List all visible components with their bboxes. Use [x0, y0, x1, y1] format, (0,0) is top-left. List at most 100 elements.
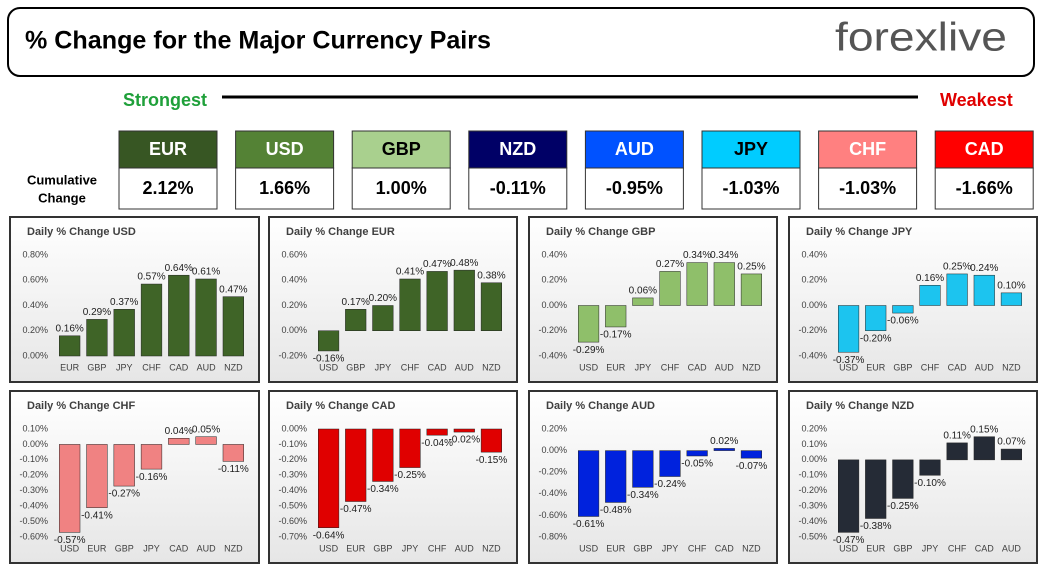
value-label: 0.10%	[997, 281, 1025, 292]
x-tick-label: NZD	[482, 362, 501, 372]
bar	[973, 436, 995, 461]
x-tick-label: EUR	[866, 362, 886, 372]
y-tick-label: 0.10%	[22, 423, 48, 433]
y-tick-label: -0.60%	[278, 516, 307, 526]
bar	[713, 262, 735, 306]
tile-change: -1.03%	[722, 178, 779, 198]
x-tick-label: EUR	[606, 362, 626, 372]
bar	[86, 319, 108, 357]
bar	[865, 459, 887, 519]
x-tick-label: EUR	[606, 543, 626, 553]
tile-header	[235, 130, 335, 169]
x-tick-label: CHF	[688, 543, 707, 553]
tile-currency: USD	[266, 139, 304, 159]
bar	[426, 271, 448, 332]
y-tick-label: 0.40%	[22, 300, 48, 310]
x-tick-label: NZD	[1002, 362, 1021, 372]
value-label: -0.34%	[367, 484, 399, 495]
value-label: 0.41%	[396, 267, 424, 278]
tile-change: -1.66%	[956, 178, 1013, 198]
value-label: -0.20%	[860, 333, 892, 344]
value-label: 0.06%	[629, 286, 657, 297]
y-tick-label: 0.20%	[801, 423, 827, 433]
cumulative-label: Change	[38, 190, 86, 205]
x-tick-label: CAD	[169, 543, 189, 553]
bar	[222, 296, 244, 357]
value-label: -0.16%	[313, 354, 345, 365]
x-tick-label: JPY	[375, 362, 392, 372]
bar	[372, 305, 394, 331]
x-tick-label: JPY	[922, 543, 939, 553]
x-tick-label: NZD	[742, 362, 761, 372]
value-label: 0.17%	[342, 297, 370, 308]
y-tick-label: -0.40%	[538, 350, 567, 360]
tile-value-box	[701, 167, 801, 210]
x-tick-label: NZD	[482, 543, 501, 553]
bar	[740, 450, 762, 459]
x-tick-label: CAD	[169, 362, 189, 372]
value-label: 0.20%	[369, 293, 397, 304]
bar	[973, 274, 995, 306]
y-tick-label: -0.70%	[278, 531, 307, 541]
value-label: -0.37%	[833, 355, 865, 366]
y-tick-label: -0.20%	[538, 325, 567, 335]
y-tick-label: -0.10%	[19, 454, 48, 464]
tile-header	[701, 130, 801, 169]
y-tick-label: -0.50%	[19, 516, 48, 526]
bar	[892, 459, 914, 499]
bar	[919, 285, 941, 306]
x-tick-label: USD	[319, 362, 339, 372]
y-tick-label: 0.20%	[22, 325, 48, 335]
bar	[345, 309, 367, 332]
value-label: 0.02%	[710, 436, 738, 447]
bar	[605, 450, 627, 503]
x-tick-label: GBP	[115, 543, 134, 553]
x-tick-label: GBP	[87, 362, 106, 372]
x-tick-label: EUR	[346, 543, 366, 553]
value-label: -0.11%	[218, 464, 249, 475]
y-tick-label: -0.30%	[798, 501, 827, 511]
tile-change: -1.03%	[839, 178, 896, 198]
y-tick-label: -0.50%	[798, 531, 827, 541]
value-label: -0.61%	[573, 519, 605, 530]
x-tick-label: CHF	[142, 362, 161, 372]
tile-header	[934, 130, 1034, 169]
value-label: -0.04%	[421, 438, 453, 449]
bar	[140, 283, 163, 357]
value-label: -0.15%	[476, 455, 508, 466]
y-tick-label: 0.00%	[541, 300, 567, 310]
bar	[168, 438, 190, 445]
value-label: -0.06%	[887, 316, 919, 327]
y-tick-label: -0.40%	[538, 488, 567, 498]
x-tick-label: CAD	[688, 362, 708, 372]
x-tick-label: USD	[579, 362, 599, 372]
value-label: -0.47%	[833, 535, 865, 546]
value-label: 0.29%	[83, 307, 111, 318]
x-tick-label: JPY	[143, 543, 160, 553]
value-label: -0.48%	[600, 505, 632, 516]
x-tick-label: AUD	[1002, 543, 1022, 553]
tile-header	[584, 130, 684, 169]
bar	[1000, 448, 1022, 461]
y-tick-label: -0.10%	[278, 439, 307, 449]
strongest-label: Strongest	[123, 90, 207, 110]
panel-title: Daily % Change AUD	[546, 400, 655, 412]
tile-value-box	[934, 167, 1034, 210]
y-tick-label: 0.00%	[541, 445, 567, 455]
bar	[318, 428, 340, 528]
tile-value-box	[118, 167, 218, 210]
value-label: -0.38%	[860, 521, 892, 532]
value-label: -0.41%	[81, 510, 113, 521]
panel-title: Daily % Change CHF	[27, 400, 135, 412]
tile-currency: CAD	[965, 139, 1004, 159]
bar	[195, 278, 217, 357]
value-label: 0.48%	[450, 258, 478, 269]
weakest-label: Weakest	[940, 90, 1013, 110]
value-label: 0.37%	[110, 297, 138, 308]
value-label: -0.16%	[136, 472, 168, 483]
bar	[318, 330, 340, 352]
y-tick-label: -0.30%	[19, 485, 48, 495]
tile-currency: NZD	[499, 139, 536, 159]
x-tick-label: AUD	[197, 362, 217, 372]
y-tick-label: 0.20%	[281, 300, 307, 310]
